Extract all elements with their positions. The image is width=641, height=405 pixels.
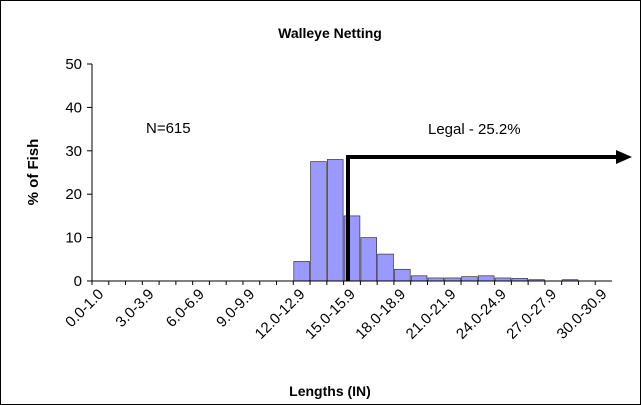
bar xyxy=(461,276,478,282)
y-tick-label: 10 xyxy=(65,230,82,247)
bar xyxy=(377,253,394,282)
bar xyxy=(477,275,495,282)
bar xyxy=(293,261,310,282)
y-tick-label: 0 xyxy=(74,273,82,290)
annotation: Legal - 25.2% xyxy=(428,121,521,138)
y-tick-label: 50 xyxy=(65,56,82,73)
legal-arrow xyxy=(346,155,618,281)
bar xyxy=(410,275,428,282)
annotation: N=615 xyxy=(146,120,191,137)
bar xyxy=(310,161,327,282)
y-tick-label: 30 xyxy=(65,143,82,160)
arrow-head xyxy=(616,150,632,164)
x-axis-label: Lengths (IN) xyxy=(289,383,371,399)
y-tick-label: 40 xyxy=(65,99,82,116)
bar xyxy=(360,237,378,282)
y-tick-label: 20 xyxy=(65,186,82,203)
chart-title: Walleye Netting xyxy=(278,25,382,41)
y-axis-label: % of Fish xyxy=(25,139,42,206)
bar xyxy=(326,159,344,282)
bar xyxy=(394,268,411,282)
